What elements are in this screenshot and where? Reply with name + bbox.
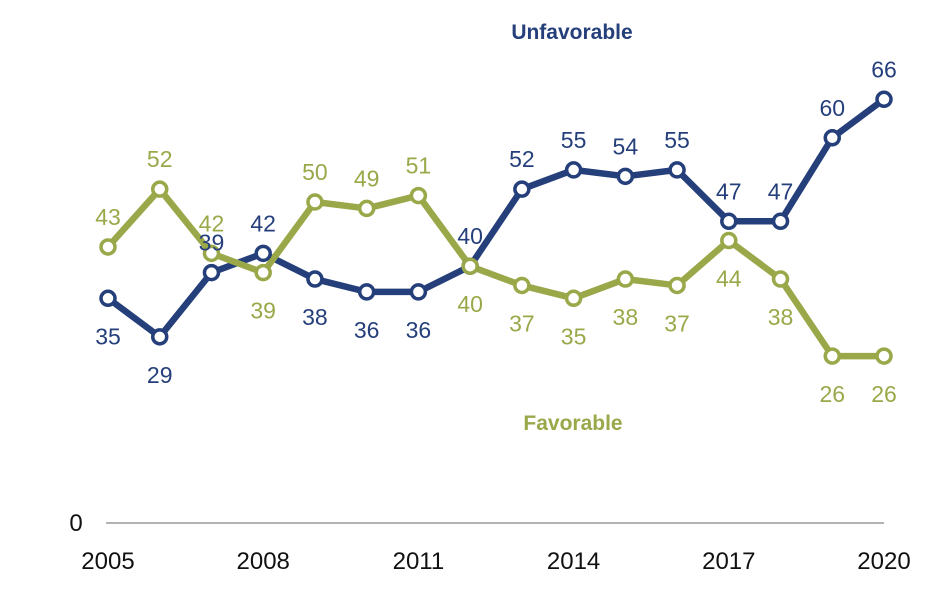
point-favorable-2020 [875,347,893,365]
data-label-unfavorable-2020: 66 [871,56,897,82]
data-label-unfavorable-2007: 39 [199,230,225,256]
data-label-favorable-2018: 38 [768,304,794,330]
point-unfavorable-2008 [254,244,272,263]
point-unfavorable-2017 [720,212,738,231]
point-favorable-2018 [771,270,790,288]
point-favorable-2015 [616,270,635,288]
point-unfavorable-2011 [409,283,428,301]
point-unfavorable-2006 [150,328,169,346]
point-favorable-2014 [564,289,583,308]
series-lines [104,96,888,360]
data-label-favorable-2014: 35 [561,323,587,349]
data-label-favorable-2009: 50 [302,159,328,185]
point-favorable-2013 [513,276,531,295]
point-favorable-2016 [668,276,686,295]
data-label-favorable-2010: 49 [354,165,380,191]
data-label-favorable-2020: 26 [871,381,897,407]
data-label-favorable-2005: 43 [95,204,121,230]
data-label-unfavorable-2010: 36 [354,317,380,343]
point-favorable-2005 [99,238,117,256]
data-label-unfavorable-2012: 40 [457,223,483,249]
series-points [99,90,893,365]
data-label-favorable-2011: 51 [406,153,432,179]
data-label-unfavorable-2005: 35 [95,323,121,349]
data-label-unfavorable-2011: 36 [406,317,432,343]
x-tick-label-2017: 2017 [702,548,755,575]
point-unfavorable-2013 [513,180,531,198]
data-label-unfavorable-2006: 29 [147,362,173,388]
x-tick-label-2011: 2011 [393,548,445,575]
x-tick-labels: 2005 2008 2011 2014 2017 2020 [81,548,910,575]
data-label-favorable-2008: 39 [250,298,276,324]
x-tick-label-2008: 2008 [237,548,290,575]
data-label-favorable-2015: 38 [613,304,639,330]
point-favorable-2008 [254,263,272,282]
x-tick-label-2014: 2014 [547,548,600,575]
data-label-favorable-2017: 44 [716,266,742,292]
data-label-unfavorable-2016: 55 [664,127,690,153]
point-unfavorable-2020 [875,90,893,109]
data-label-favorable-2006: 52 [147,146,173,172]
x-tick-label-2005: 2005 [81,548,134,575]
point-favorable-2012 [461,257,479,275]
point-unfavorable-2018 [771,212,790,231]
point-favorable-2011 [409,186,428,205]
series-title-unfavorable: Unfavorable [511,21,632,44]
data-label-unfavorable-2014: 55 [561,127,587,153]
point-unfavorable-2010 [357,283,376,301]
point-unfavorable-2015 [616,167,635,186]
data-label-unfavorable-2009: 38 [302,304,328,330]
data-label-favorable-2016: 37 [664,310,690,336]
point-favorable-2009 [306,193,324,211]
point-unfavorable-2007 [202,263,221,282]
point-favorable-2006 [150,180,169,198]
point-favorable-2019 [823,347,842,365]
data-label-unfavorable-2008: 42 [250,210,276,236]
data-label-unfavorable-2017: 47 [716,178,742,204]
series-line-unfavorable [104,96,888,341]
data-label-unfavorable-2015: 54 [613,133,639,159]
data-label-unfavorable-2013: 52 [509,146,535,172]
point-favorable-2010 [357,199,376,218]
series-title-favorable: Favorable [523,412,622,435]
data-label-unfavorable-2019: 60 [819,95,845,121]
point-unfavorable-2014 [564,161,583,179]
data-label-favorable-2019: 26 [819,381,845,407]
data-label-favorable-2007: 42 [199,210,225,236]
point-favorable-2007 [202,244,221,263]
x-tick-label-2020: 2020 [857,548,910,575]
data-label-favorable-2012: 40 [457,291,483,317]
point-unfavorable-2005 [99,289,117,308]
point-favorable-2017 [720,231,738,250]
point-unfavorable-2009 [306,270,324,288]
data-label-favorable-2013: 37 [509,310,535,336]
y-tick-label-0: 0 [69,510,82,537]
data-label-unfavorable-2018: 47 [768,178,794,204]
series-line-favorable [104,185,888,360]
point-unfavorable-2019 [823,129,842,147]
point-unfavorable-2016 [668,161,686,179]
